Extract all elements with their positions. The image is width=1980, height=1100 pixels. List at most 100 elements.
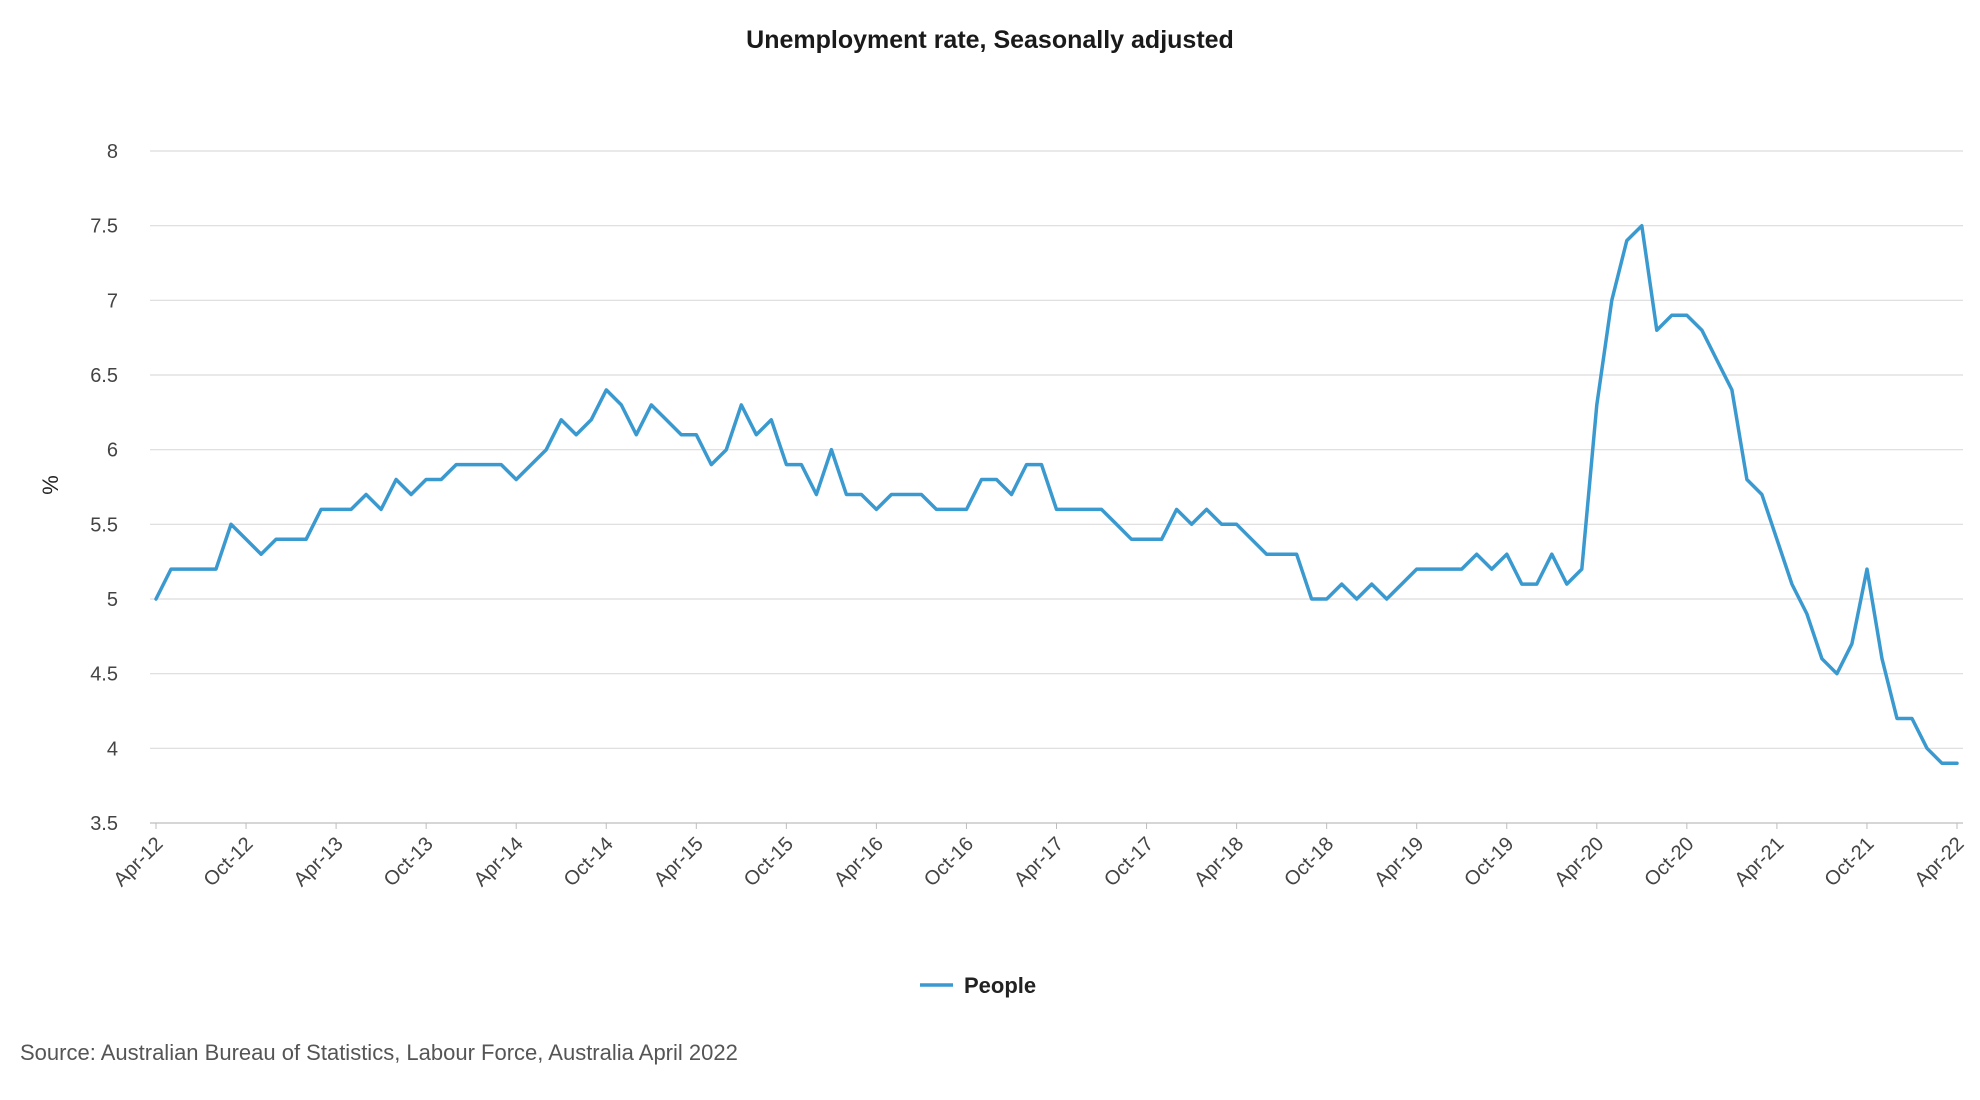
data-point [1385,597,1389,601]
data-point [754,433,758,437]
data-point [1610,298,1614,302]
data-point [1175,507,1179,511]
data-point [1910,716,1914,720]
data-point [1820,657,1824,661]
data-point [604,388,608,392]
data-point [1220,522,1224,526]
data-point [1145,537,1149,541]
data-point [1955,761,1959,765]
data-point [334,507,338,511]
x-tick-label: Apr-17 [1010,833,1068,891]
x-tick-label: Oct-21 [1820,833,1878,891]
x-tick-label: Oct-16 [920,833,978,891]
data-point [304,537,308,541]
data-point [1520,582,1524,586]
data-point [1700,328,1704,332]
y-axis-ticks: 3.5 4 4.5 5 5.5 6 6.5 7 7.5 8 [90,141,118,835]
data-point [274,537,278,541]
data-point [1550,552,1554,556]
data-point [859,492,863,496]
data-point [1655,328,1659,332]
data-point [799,463,803,467]
data-point [1745,478,1749,482]
data-point [1400,582,1404,586]
data-point [1715,358,1719,362]
data-point [1475,552,1479,556]
data-point [709,463,713,467]
data-point [1070,507,1074,511]
data-point [1790,582,1794,586]
data-point [169,567,173,571]
data-point [1565,582,1569,586]
data-point [1265,552,1269,556]
data-point [1190,522,1194,526]
data-point [424,478,428,482]
data-point [1205,507,1209,511]
data-point [1310,597,1314,601]
data-point [1024,463,1028,467]
x-tick-label: Oct-19 [1460,833,1518,891]
y-tick-label: 8 [107,141,118,163]
series-group [154,223,1959,766]
data-point [1160,537,1164,541]
x-tick-label: Apr-13 [290,833,348,891]
data-point [949,507,953,511]
x-tick-label: Apr-19 [1370,833,1428,891]
data-point [514,478,518,482]
data-point [844,492,848,496]
data-point [259,552,263,556]
data-point [1009,492,1013,496]
x-tick-label: Oct-13 [380,833,438,891]
data-point [589,418,593,422]
data-point [1640,224,1644,228]
data-point [1235,522,1239,526]
data-point [619,403,623,407]
x-tick-label: Oct-12 [200,833,258,891]
data-point [1130,537,1134,541]
data-point [1280,552,1284,556]
data-point [1370,582,1374,586]
data-point [154,597,158,601]
data-point [1355,597,1359,601]
data-point [1760,492,1764,496]
chart-title: Unemployment rate, Seasonally adjusted [746,26,1234,54]
x-tick-label: Apr-22 [1911,833,1969,891]
y-tick-label: 4 [107,738,118,760]
data-point [1100,507,1104,511]
data-point [1535,582,1539,586]
data-point [1865,567,1869,571]
data-point [1460,567,1464,571]
x-tick-label: Oct-18 [1280,833,1338,891]
x-axis-ticks: Apr-12 Oct-12 Apr-13 Oct-13 Apr-14 Oct-14 Apr-… [110,823,1969,891]
data-point [364,492,368,496]
data-point [1085,507,1089,511]
data-point [964,507,968,511]
y-tick-label: 6.5 [90,365,118,387]
data-point [1325,597,1329,601]
data-point [1055,507,1059,511]
data-point [1415,567,1419,571]
y-tick-label: 4.5 [90,664,118,686]
x-tick-label: Apr-20 [1550,833,1608,891]
data-point [679,433,683,437]
gridlines [150,150,1963,824]
data-point [1685,313,1689,317]
data-point [529,463,533,467]
x-tick-label: Apr-21 [1730,833,1788,891]
data-point [979,478,983,482]
data-point [1250,537,1254,541]
data-point [919,492,923,496]
data-point [1730,388,1734,392]
data-point [1295,552,1299,556]
data-point [1670,313,1674,317]
data-point [199,567,203,571]
y-tick-label: 6 [107,440,118,462]
y-tick-label: 7.5 [90,216,118,238]
x-tick-label: Oct-20 [1640,833,1698,891]
data-point [574,433,578,437]
data-point [349,507,353,511]
y-axis-label: % [38,475,63,495]
data-point [634,433,638,437]
data-point [1895,716,1899,720]
